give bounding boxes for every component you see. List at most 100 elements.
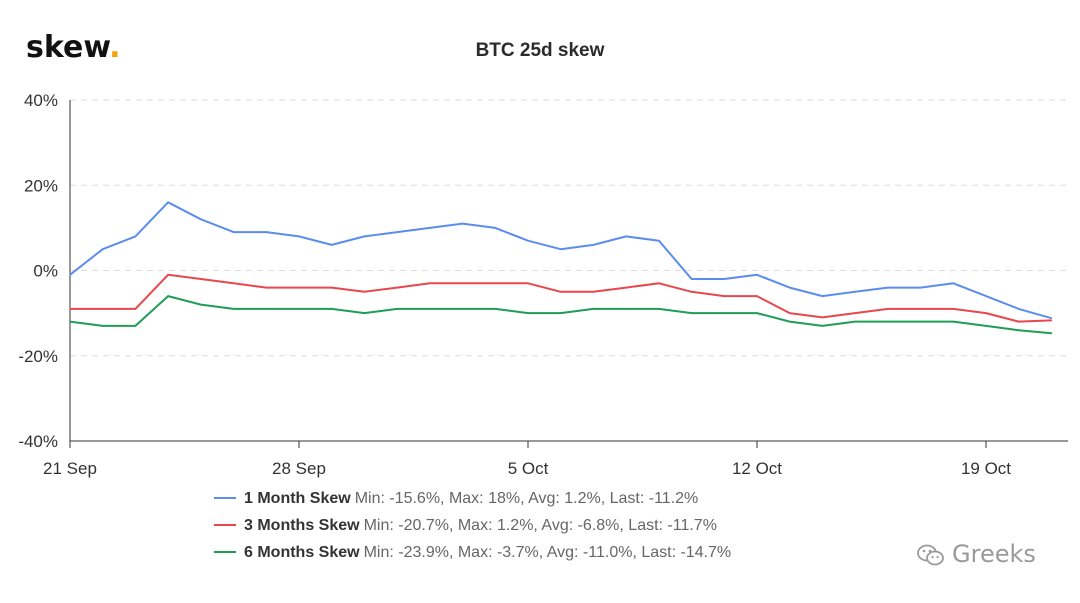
- data-point-3m: [200, 278, 202, 280]
- data-point-6m: [167, 295, 169, 297]
- data-point-6m: [1017, 329, 1020, 331]
- data-point-6m: [788, 320, 791, 323]
- data-point-6m: [559, 312, 562, 314]
- legend-item-3m[interactable]: 3 Months Skew Min: -20.7%, Max: 1.2%, Avg…: [214, 517, 717, 535]
- data-point-6m: [985, 325, 987, 327]
- data-point-3m: [1050, 319, 1053, 322]
- data-point-6m: [723, 312, 726, 314]
- data-point-6m: [1050, 332, 1053, 334]
- data-point-1m: [592, 244, 595, 246]
- data-point-6m: [592, 308, 595, 310]
- data-point-1m: [559, 248, 562, 250]
- y-tick-label: -40%: [18, 432, 58, 451]
- data-point-1m: [723, 278, 726, 280]
- data-point-3m: [494, 282, 497, 285]
- data-point-6m: [527, 312, 529, 314]
- data-point-3m: [167, 273, 169, 276]
- data-point-6m: [919, 320, 922, 323]
- wechat-icon: [917, 544, 944, 566]
- data-point-1m: [658, 239, 660, 242]
- data-point-3m: [690, 291, 693, 293]
- data-point-1m: [952, 282, 955, 285]
- data-point-1m: [265, 231, 268, 233]
- data-point-6m: [461, 308, 464, 310]
- data-point-3m: [363, 291, 366, 293]
- data-point-1m: [200, 218, 202, 221]
- x-tick-label: 21 Sep: [43, 459, 97, 478]
- data-point-6m: [396, 308, 398, 310]
- data-point-3m: [265, 286, 268, 289]
- x-tick-label: 28 Sep: [272, 459, 326, 478]
- data-point-3m: [298, 286, 300, 289]
- x-tick-label: 12 Oct: [732, 459, 782, 478]
- data-point-6m: [69, 320, 71, 323]
- data-point-3m: [985, 312, 987, 314]
- data-point-1m: [330, 244, 333, 246]
- data-point-3m: [461, 282, 464, 285]
- data-point-3m: [527, 282, 529, 285]
- data-point-3m: [854, 312, 856, 314]
- data-point-1m: [363, 235, 366, 238]
- series-line-1m: [69, 201, 1052, 320]
- series-line-6m: [69, 295, 1052, 335]
- legend-item-1m[interactable]: 1 Month Skew Min: -15.6%, Max: 18%, Avg: …: [214, 490, 698, 508]
- data-point-1m: [887, 286, 889, 289]
- data-point-6m: [821, 325, 824, 327]
- data-point-1m: [101, 248, 104, 250]
- data-point-6m: [887, 320, 889, 323]
- data-point-1m: [821, 295, 824, 297]
- data-point-3m: [330, 286, 333, 289]
- data-point-1m: [167, 201, 169, 204]
- data-point-6m: [363, 312, 366, 314]
- legend-swatch-6m: [214, 550, 236, 553]
- legend-item-6m[interactable]: 6 Months Skew Min: -23.9%, Max: -3.7%, Av…: [214, 544, 731, 562]
- x-tick-label: 19 Oct: [961, 459, 1011, 478]
- data-point-3m: [723, 295, 726, 297]
- series-line-3m: [70, 273, 1052, 323]
- x-tick-label: 5 Oct: [508, 459, 549, 478]
- data-point-3m: [134, 308, 137, 310]
- data-point-3m: [658, 282, 660, 285]
- data-point-3m: [101, 308, 104, 310]
- data-point-3m: [821, 316, 824, 319]
- data-point-3m: [788, 312, 791, 314]
- legend-swatch-1m: [214, 496, 236, 499]
- data-point-1m: [494, 227, 497, 229]
- legend-swatch-3m: [214, 523, 236, 526]
- data-point-1m: [919, 286, 922, 289]
- data-point-6m: [232, 308, 235, 310]
- data-point-1m: [1050, 317, 1053, 320]
- data-point-6m: [658, 308, 660, 310]
- data-point-6m: [494, 308, 497, 310]
- data-point-6m: [625, 308, 627, 310]
- data-point-3m: [69, 308, 71, 310]
- skew-logo: skew.: [26, 30, 121, 65]
- data-point-6m: [952, 320, 955, 323]
- data-point-3m: [952, 308, 955, 310]
- data-point-1m: [1017, 308, 1020, 310]
- data-point-6m: [265, 308, 268, 310]
- data-point-3m: [232, 282, 235, 285]
- data-point-1m: [625, 235, 627, 238]
- data-point-1m: [232, 231, 235, 233]
- data-point-1m: [756, 273, 758, 276]
- data-point-1m: [134, 235, 137, 238]
- data-point-1m: [69, 273, 71, 276]
- data-point-3m: [1017, 320, 1020, 323]
- data-point-3m: [887, 308, 889, 310]
- data-point-3m: [429, 282, 431, 285]
- y-tick-label: 40%: [24, 91, 58, 110]
- data-point-3m: [756, 295, 758, 297]
- data-point-1m: [461, 222, 464, 225]
- data-point-1m: [985, 295, 987, 297]
- data-point-6m: [101, 325, 104, 327]
- data-point-6m: [854, 320, 856, 323]
- y-tick-label: 20%: [24, 176, 58, 195]
- data-point-3m: [592, 291, 595, 293]
- data-point-6m: [429, 308, 431, 310]
- data-point-3m: [919, 308, 922, 310]
- data-point-3m: [559, 291, 562, 293]
- watermark: Greeks: [916, 540, 1036, 568]
- data-point-1m: [429, 227, 431, 229]
